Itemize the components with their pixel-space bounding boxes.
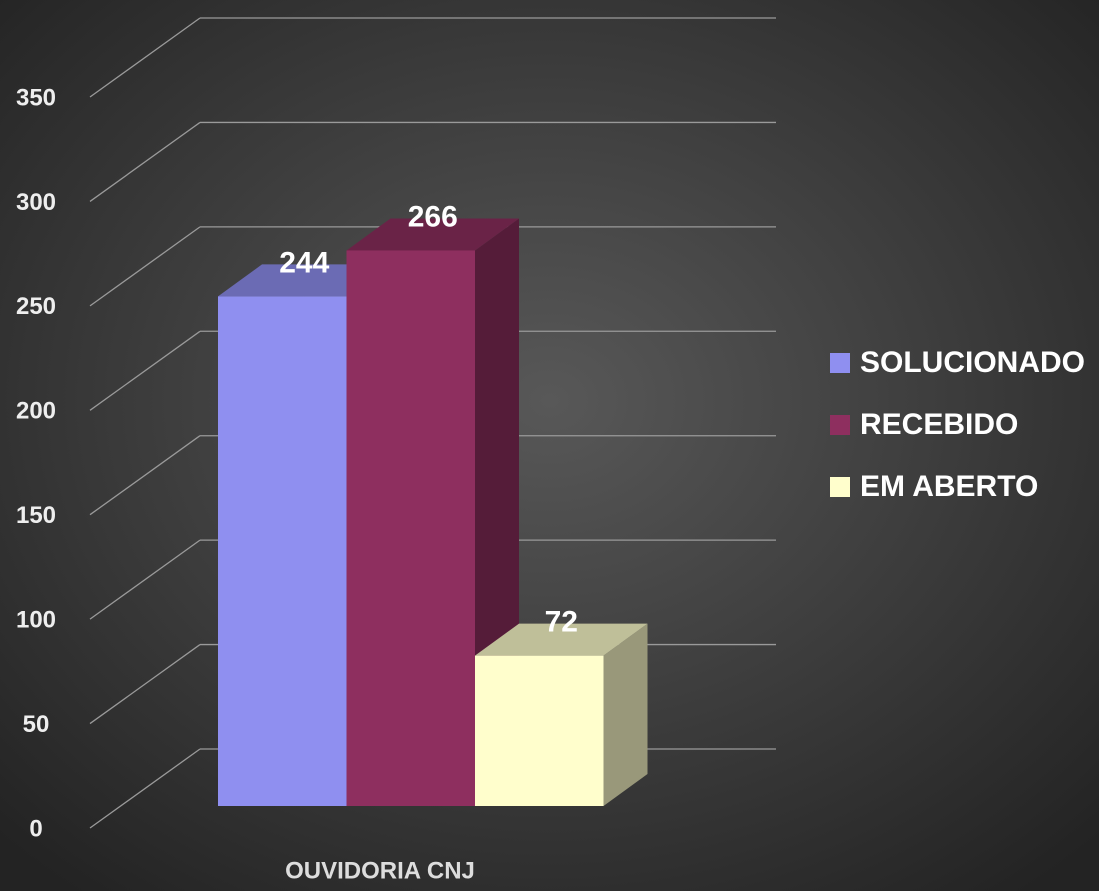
legend-label: RECEBIDO bbox=[860, 408, 1018, 441]
bar-side bbox=[603, 623, 648, 806]
legend-swatch bbox=[830, 353, 850, 373]
y-tick-label: 200 bbox=[16, 398, 56, 425]
bar bbox=[346, 250, 475, 806]
grid-line bbox=[89, 435, 201, 516]
y-tick-label: 100 bbox=[16, 606, 56, 633]
legend-label: EM ABERTO bbox=[860, 470, 1038, 503]
bar bbox=[475, 655, 604, 806]
grid-line bbox=[89, 330, 201, 411]
y-tick-label: 350 bbox=[16, 84, 56, 111]
bar-top bbox=[475, 623, 648, 656]
y-tick-label: 150 bbox=[16, 502, 56, 529]
grid-line bbox=[89, 226, 201, 307]
grid-line bbox=[89, 121, 201, 202]
value-label: 72 bbox=[545, 606, 578, 639]
grid-line bbox=[89, 644, 201, 725]
value-label: 266 bbox=[408, 200, 458, 233]
x-tick-label: OUVIDORIA CNJ bbox=[285, 857, 475, 884]
y-tick-label: 250 bbox=[16, 293, 56, 320]
grid-line bbox=[89, 748, 201, 829]
y-tick-label: 300 bbox=[16, 189, 56, 216]
legend-swatch bbox=[830, 415, 850, 435]
y-tick-label: 50 bbox=[23, 711, 50, 738]
legend-label: SOLUCIONADO bbox=[860, 346, 1085, 379]
grid-line bbox=[89, 539, 201, 620]
bar-top bbox=[346, 218, 519, 251]
y-tick-label: 0 bbox=[29, 815, 42, 842]
grid-line bbox=[89, 17, 201, 98]
legend-swatch bbox=[830, 477, 850, 497]
value-label: 244 bbox=[279, 246, 329, 279]
bar bbox=[218, 296, 347, 806]
